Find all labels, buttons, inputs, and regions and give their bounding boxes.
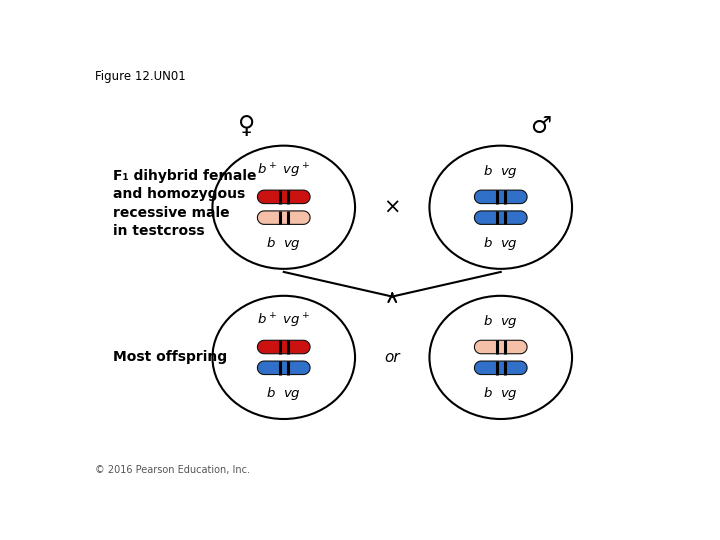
Text: $b^+\ vg^+$: $b^+\ vg^+$ bbox=[257, 312, 310, 330]
PathPatch shape bbox=[258, 361, 310, 375]
Text: $b\ \ vg$: $b\ \ vg$ bbox=[266, 235, 301, 252]
PathPatch shape bbox=[474, 190, 527, 204]
Text: $b\ \ vg$: $b\ \ vg$ bbox=[266, 386, 301, 402]
Text: F₁ dihybrid female
and homozygous
recessive male
in testcross: F₁ dihybrid female and homozygous recess… bbox=[113, 169, 257, 238]
Text: © 2016 Pearson Education, Inc.: © 2016 Pearson Education, Inc. bbox=[94, 465, 250, 475]
Text: $b^+\ vg^+$: $b^+\ vg^+$ bbox=[257, 162, 310, 180]
Text: or: or bbox=[384, 350, 400, 365]
Text: Figure 12.UN01: Figure 12.UN01 bbox=[94, 70, 186, 83]
PathPatch shape bbox=[258, 340, 310, 354]
Text: Most offspring: Most offspring bbox=[113, 350, 228, 365]
Text: ♂: ♂ bbox=[531, 114, 552, 138]
Text: $b\ \ vg$: $b\ \ vg$ bbox=[483, 386, 518, 402]
PathPatch shape bbox=[258, 190, 310, 204]
Text: ♀: ♀ bbox=[238, 114, 255, 138]
Text: $b\ \ vg$: $b\ \ vg$ bbox=[483, 313, 518, 330]
PathPatch shape bbox=[258, 211, 310, 225]
PathPatch shape bbox=[474, 361, 527, 375]
Text: ×: × bbox=[384, 197, 401, 217]
Text: $b\ \ vg$: $b\ \ vg$ bbox=[483, 163, 518, 180]
PathPatch shape bbox=[474, 211, 527, 225]
Text: $b\ \ vg$: $b\ \ vg$ bbox=[483, 235, 518, 252]
PathPatch shape bbox=[474, 340, 527, 354]
